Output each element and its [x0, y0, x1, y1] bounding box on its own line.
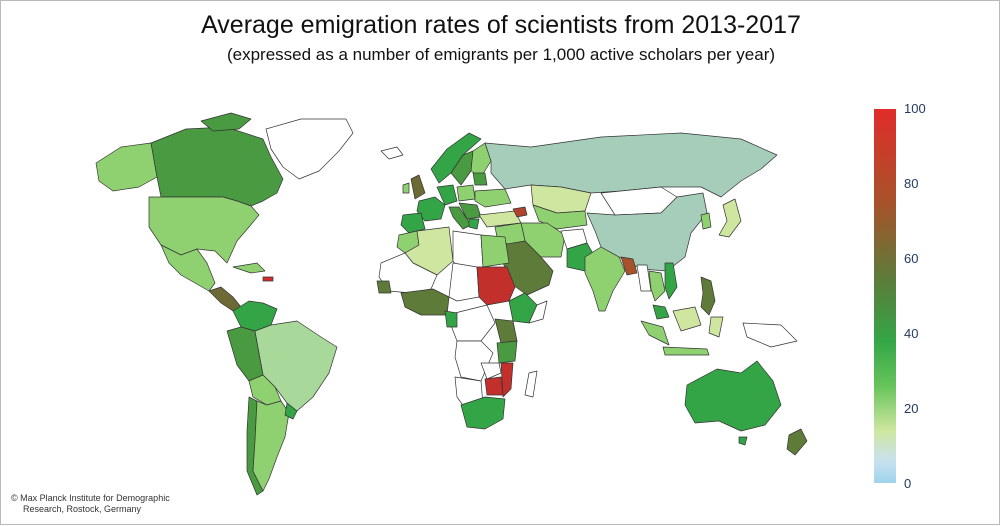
region-greenland — [265, 118, 354, 180]
region-central-america — [208, 286, 242, 312]
region-sulawesi — [708, 316, 724, 338]
region-zimbabwe — [484, 376, 504, 396]
region-south-africa — [460, 396, 506, 430]
region-tasmania — [738, 436, 748, 446]
region-australia — [684, 360, 782, 432]
region-ireland — [402, 182, 410, 194]
map-subtitle: (expressed as a number of emigrants per … — [226, 45, 776, 64]
region-zambia-malawi — [480, 362, 502, 380]
region-alaska — [95, 142, 158, 192]
region-canada-islands — [200, 112, 252, 132]
credit-line-2: Research, Rostock, Germany — [23, 504, 142, 514]
region-italy — [448, 206, 472, 230]
scale-tick-40: 40 — [904, 326, 919, 341]
region-ghana-nigeria — [400, 288, 450, 316]
region-poland — [456, 184, 476, 202]
region-sudan — [476, 266, 516, 306]
credit-line-1: © Max Planck Institute for Demographic — [11, 493, 170, 503]
scale-tick-60: 60 — [904, 251, 919, 266]
region-new-guinea — [742, 322, 798, 348]
region-uk — [410, 174, 426, 200]
region-new-zealand — [786, 428, 808, 456]
region-chad — [448, 262, 480, 302]
scale-tick-80: 80 — [904, 176, 919, 191]
region-uganda-kenya — [494, 318, 518, 344]
region-uruguay — [284, 402, 298, 420]
region-myanmar — [636, 264, 652, 292]
region-norway — [430, 132, 482, 184]
region-iceland — [380, 146, 404, 160]
region-germany — [436, 184, 458, 206]
region-caucasus — [512, 206, 528, 218]
region-argentina — [252, 400, 290, 492]
region-cameroon — [444, 310, 458, 328]
region-finland — [470, 142, 492, 178]
scale-tick-100: 100 — [904, 101, 926, 116]
region-vietnam — [664, 262, 678, 300]
region-canada — [150, 126, 284, 207]
region-senegal — [376, 280, 392, 294]
region-baltics — [472, 172, 488, 186]
region-egypt — [480, 234, 510, 268]
region-mexico — [160, 244, 216, 292]
scale-tick-0: 0 — [904, 476, 912, 491]
region-madagascar — [524, 370, 538, 398]
region-indonesia-java — [662, 346, 710, 356]
region-mozambique — [500, 362, 514, 398]
region-ukraine — [474, 188, 512, 208]
region-central-africa — [446, 304, 496, 342]
scale-tick-20: 20 — [904, 401, 919, 416]
region-russia — [484, 132, 778, 198]
region-caribbean — [232, 262, 266, 274]
region-indonesia-sumatra — [640, 320, 670, 346]
region-thailand — [648, 270, 666, 302]
region-japan — [718, 198, 742, 238]
region-malaysia — [652, 304, 670, 320]
region-korea — [700, 212, 712, 230]
color-scale-bar — [874, 109, 896, 483]
copyright-credit: © Max Planck Institute for Demographic R… — [11, 493, 170, 515]
region-somalia — [528, 300, 548, 324]
region-haiti — [262, 276, 274, 282]
region-philippines — [700, 276, 716, 316]
map-title: Average emigration rates of scientists f… — [201, 11, 801, 39]
region-greece — [468, 218, 480, 230]
region-france — [416, 196, 446, 222]
region-india — [584, 246, 626, 312]
region-tanzania — [496, 340, 518, 364]
region-spain — [400, 212, 426, 234]
region-indonesia-borneo — [672, 306, 702, 332]
region-nepal-bangladesh — [620, 256, 638, 276]
